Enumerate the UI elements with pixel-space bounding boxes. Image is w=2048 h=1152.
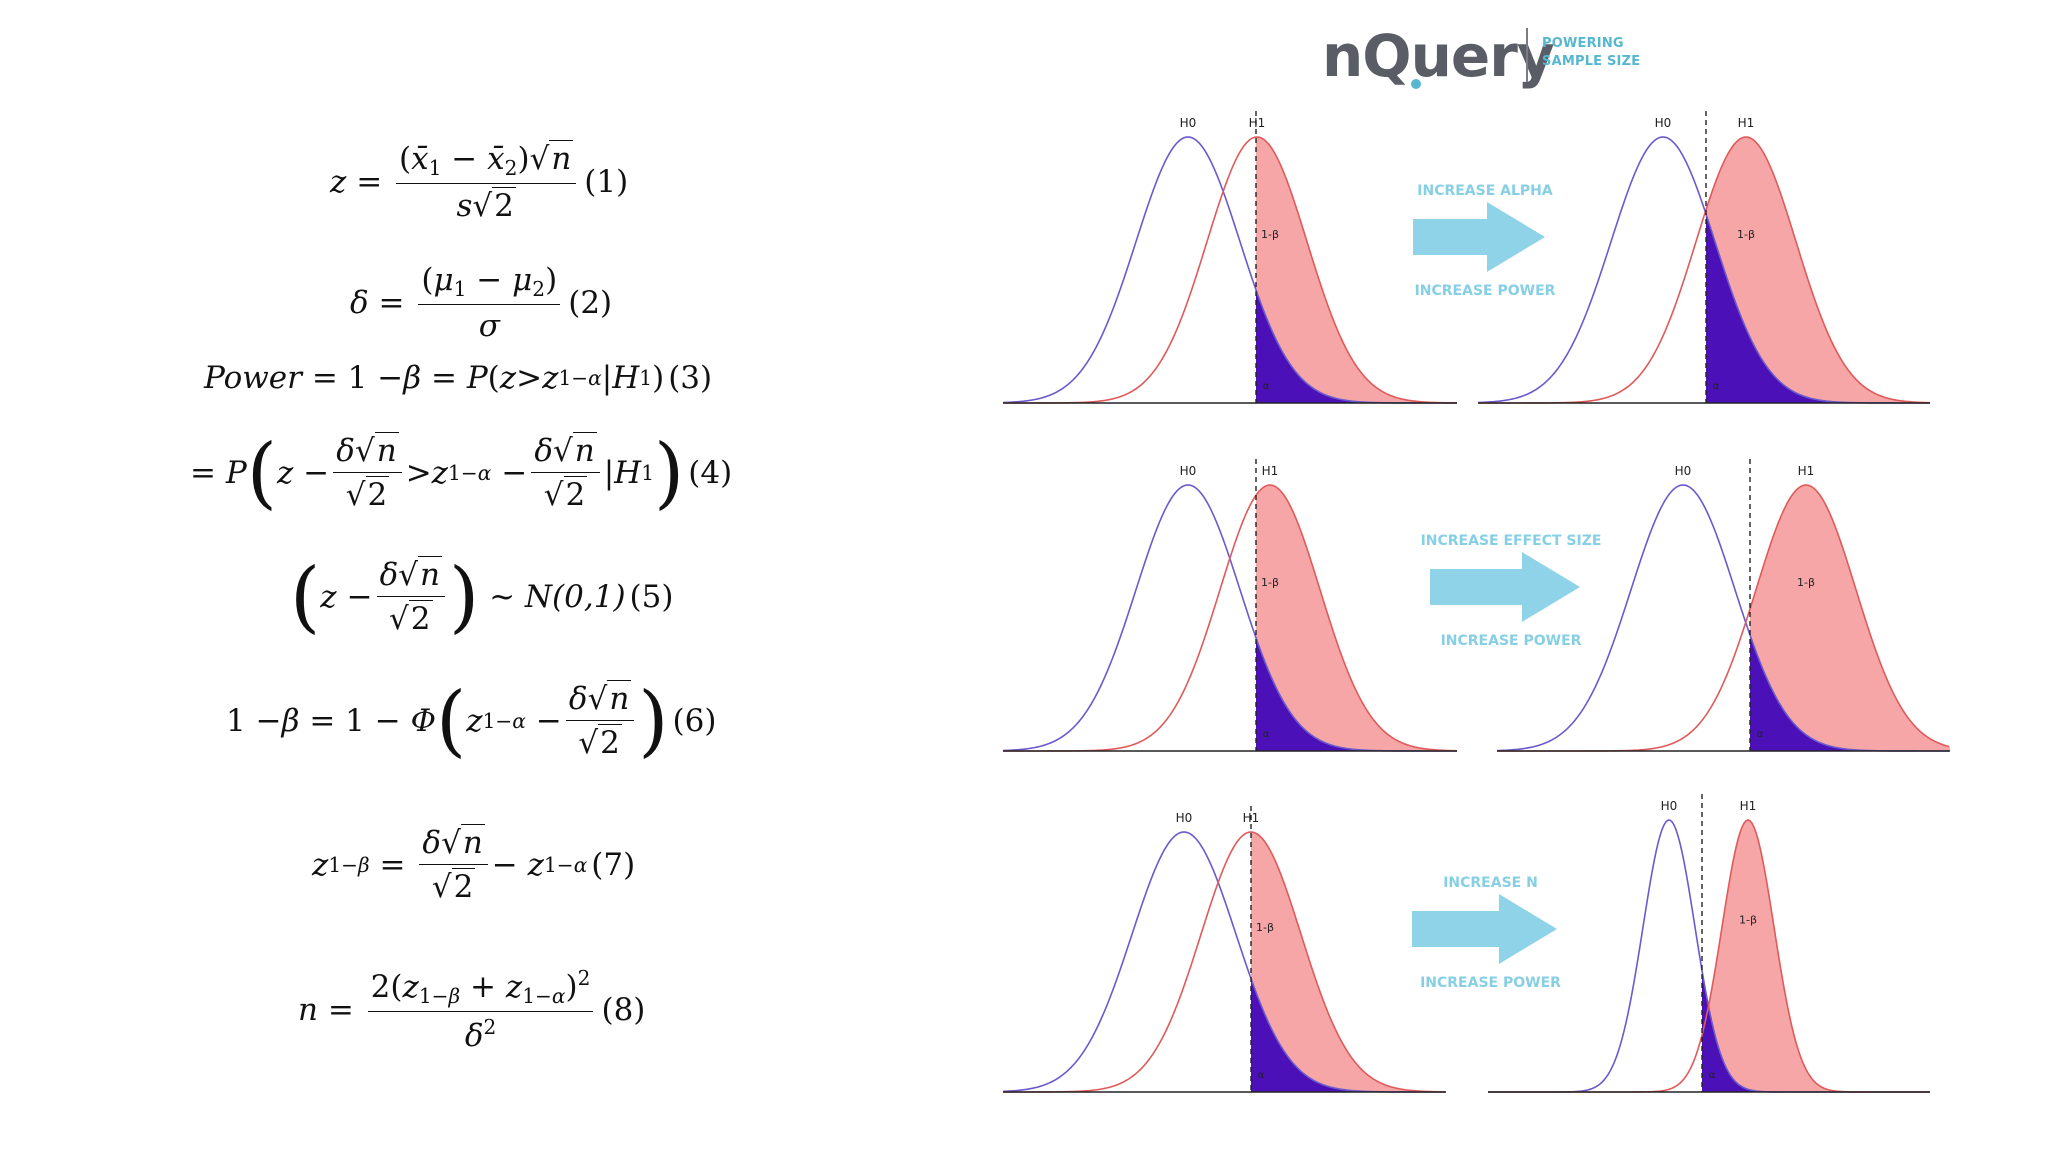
panel-4-h0-label: H0: [1675, 464, 1692, 478]
panel-6-alpha-area: [1702, 970, 1930, 1092]
arrow-effect-bottom-text: INCREASE POWER: [1441, 633, 1582, 649]
panel-5-h1-curve: [1003, 831, 1446, 1093]
equation-6: 1 − β = 1 − Φ(z 1−α − δ√n √2 ) (6): [226, 675, 717, 766]
arrow-effect: [1430, 552, 1580, 622]
logo-ring-dot-icon: [1411, 79, 1421, 89]
logo-wordmark: nQuery: [1322, 22, 1555, 90]
panel-2-power-area: [1706, 137, 1930, 403]
logo-divider: [1526, 28, 1528, 82]
panel-3-alpha-label: α: [1263, 729, 1270, 740]
panel-2-h0-curve: [1477, 136, 1931, 404]
equation-8-label: (8): [601, 992, 646, 1029]
power-term: Power: [204, 360, 302, 396]
equations-panel: z = (x̄1 − x̄2)√n s√2 (1) δ = (μ1 − μ2) …: [170, 120, 810, 1080]
equation-7-label: (7): [591, 846, 636, 883]
panel-3-alpha-area: [1256, 637, 1457, 751]
panel-5-alpha-area: [1251, 978, 1446, 1092]
panel-2-power-label: 1-β: [1737, 228, 1755, 241]
panel-6-h1-label: H1: [1740, 799, 1757, 813]
equation-1: z = (x̄1 − x̄2)√n s√2 (1): [330, 140, 629, 225]
panel-6-power-area: [1702, 820, 1930, 1092]
panel-2-alpha-area: [1706, 214, 1930, 403]
equation-4: = P(z − δ√n √2 > z 1−α − δ√n √2 | H 1) (4): [190, 427, 733, 518]
panel-5-h0-label: H0: [1176, 811, 1193, 825]
logo-tagline-powering: POWERING: [1542, 36, 1624, 51]
arrow-n: [1412, 894, 1557, 964]
panel-6-power-label: 1-β: [1739, 913, 1757, 926]
equation-3: Power = 1 − β = P(z > z 1−α | H 1) (3): [204, 360, 713, 396]
equation-2-label: (2): [568, 285, 613, 322]
equation-3-label: (3): [668, 360, 713, 396]
arrow-n-bottom-text: INCREASE POWER: [1420, 975, 1561, 991]
panel-1-power-label: 1-β: [1261, 228, 1279, 241]
equation-7: z 1−β = δ√n √2 − z 1−α (7): [312, 824, 636, 905]
panel-4-alpha-label: α: [1757, 729, 1764, 740]
panel-4-alpha-area: [1750, 635, 1950, 751]
panel-2-alpha-label: α: [1713, 381, 1720, 392]
panel-2-h1-curve: [1478, 136, 1931, 404]
panel-1-power-area: [1256, 137, 1457, 403]
panel-3-power-area: [1256, 485, 1457, 751]
panel-3-h1-curve: [1003, 484, 1458, 752]
panel-5-power-label: 1-β: [1256, 921, 1274, 934]
arrow-alpha: [1413, 202, 1545, 272]
panel-5-h0-curve: [1002, 831, 1445, 1093]
panel-3-power-label: 1-β: [1261, 576, 1279, 589]
normal-distribution: N(0,1): [524, 578, 626, 615]
panel-3-h0-curve: [1002, 484, 1457, 752]
panel-5-power-area: [1251, 832, 1446, 1092]
equation-4-label: (4): [688, 454, 733, 491]
equation-2: δ = (μ1 − μ2) σ (2): [350, 262, 613, 345]
panel-1-alpha-area: [1256, 289, 1457, 403]
panel-1-h0-curve: [1002, 136, 1457, 404]
arrow-alpha-bottom-text: INCREASE POWER: [1415, 283, 1556, 299]
panel-2-h1-label: H1: [1738, 116, 1755, 130]
equation-5: (z − δ√n √2 ) ~ N(0,1) (5): [290, 551, 674, 642]
panel-4-power-area: [1750, 485, 1950, 751]
panel-1-alpha-label: α: [1263, 381, 1270, 392]
panel-3-h0-label: H0: [1180, 464, 1197, 478]
panel-1-h1-label: H1: [1249, 116, 1266, 130]
panel-1-h0-label: H0: [1180, 116, 1197, 130]
nquery-logo: nQuery POWERING SAMPLE SIZE: [1322, 18, 1642, 98]
arrow-effect-top-text: INCREASE EFFECT SIZE: [1421, 533, 1602, 549]
panel-4-power-label: 1-β: [1797, 576, 1815, 589]
logo-tagline-sample-size: SAMPLE SIZE: [1542, 54, 1641, 69]
panel-2-h0-label: H0: [1655, 116, 1672, 130]
panel-6-alpha-label: α: [1709, 1070, 1716, 1081]
arrow-n-top-text: INCREASE N: [1443, 875, 1538, 891]
panel-1-h1-curve: [1003, 136, 1458, 404]
panel-5-alpha-label: α: [1258, 1070, 1265, 1081]
panel-6-h0-label: H0: [1661, 799, 1678, 813]
equation-6-label: (6): [672, 702, 717, 739]
equation-8: n = 2(z1−β + z1−α)2 δ2 (8): [298, 966, 646, 1055]
equation-5-label: (5): [629, 578, 674, 615]
panel-4-h1-label: H1: [1798, 464, 1815, 478]
panel-5-h1-label: H1: [1243, 811, 1260, 825]
equation-1-label: (1): [584, 164, 629, 201]
arrow-alpha-top-text: INCREASE ALPHA: [1417, 183, 1553, 199]
panel-3-h1-label: H1: [1262, 464, 1279, 478]
